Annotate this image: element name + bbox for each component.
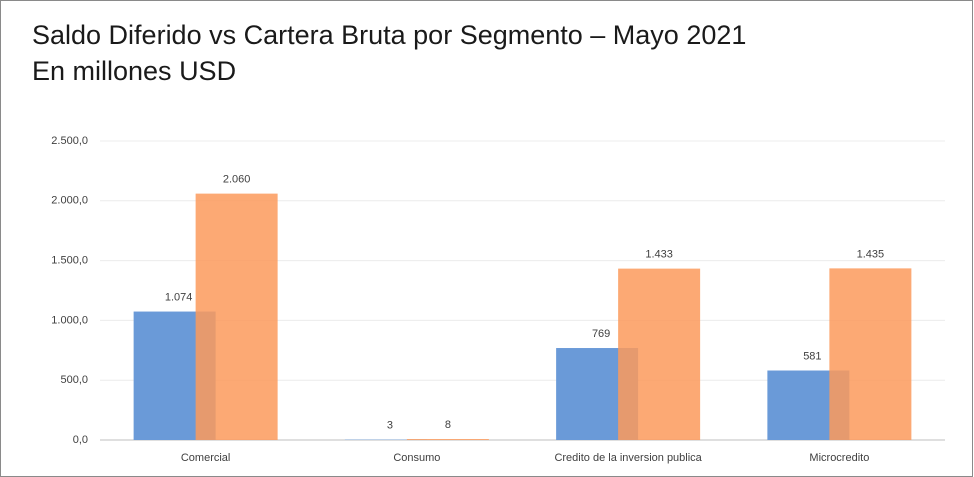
- data-label: 1.435: [857, 248, 885, 260]
- y-tick-label: 2.500,0: [51, 135, 88, 147]
- y-tick-label: 1.500,0: [51, 255, 88, 267]
- x-tick-label: Comercial: [181, 452, 231, 464]
- x-tick-label: Microcredito: [809, 452, 869, 464]
- data-label: 3: [387, 420, 393, 432]
- y-tick-label: 1.000,0: [51, 314, 88, 326]
- bar: [195, 193, 278, 440]
- data-label: 769: [592, 328, 610, 340]
- chart-title: Saldo Diferido vs Cartera Bruta por Segm…: [32, 20, 746, 50]
- y-tick-label: 500,0: [60, 374, 88, 386]
- y-tick-label: 2.000,0: [51, 195, 88, 207]
- data-label: 2.060: [223, 174, 251, 186]
- data-label: 1.074: [165, 291, 193, 303]
- x-tick-label: Credito de la inversion publica: [554, 452, 702, 464]
- y-tick-label: 0,0: [73, 434, 88, 446]
- bar: [406, 439, 489, 440]
- data-label: 1.433: [645, 249, 673, 261]
- x-tick-label: Consumo: [393, 452, 440, 464]
- data-label: 581: [803, 350, 821, 362]
- data-label: 8: [445, 419, 451, 431]
- bar: [829, 268, 912, 440]
- chart-subtitle: En millones USD: [32, 56, 236, 86]
- bar: [618, 268, 701, 440]
